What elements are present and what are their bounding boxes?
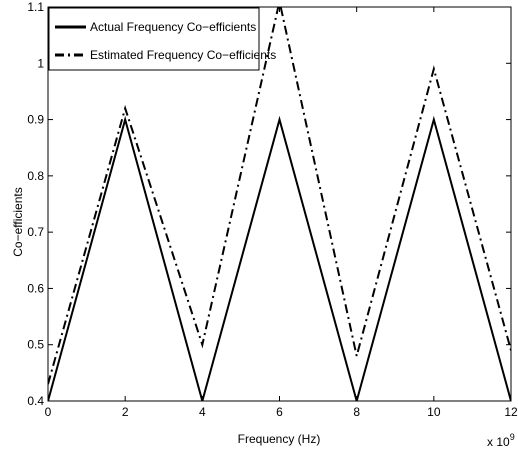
x-tick-label: 6 (276, 405, 283, 419)
legend: Actual Frequency Co−efficients Estimated … (48, 7, 276, 71)
x-axis-multiplier-base: x 10 (487, 435, 510, 449)
series-line-2 (48, 7, 511, 385)
x-tick-label: 2 (122, 405, 129, 419)
legend-label-2: Estimated Frequency Co−efficients (90, 48, 276, 62)
x-axis-multiplier: x 109 (487, 432, 515, 449)
y-tick-label: 0.4 (27, 394, 44, 408)
x-tick-label: 10 (427, 405, 441, 419)
legend-label-1: Actual Frequency Co−efficients (90, 20, 256, 34)
plot-layer: 0 2 4 6 8 10 12 0.4 0.5 0.6 0.7 0.8 0.9 1 1.1 Actual Fr… (27, 0, 518, 419)
y-tick-label: 0.7 (27, 225, 44, 239)
y-tick-label: 0.9 (27, 113, 44, 127)
x-tick-label: 4 (199, 405, 206, 419)
y-tick-label: 0.5 (27, 338, 44, 352)
y-axis-label: Co−efficients (11, 187, 25, 257)
x-axis-label: Frequency (Hz) (238, 432, 321, 446)
x-tick-label: 0 (45, 405, 52, 419)
x-tick-label: 8 (353, 405, 360, 419)
y-tick-label: 0.6 (27, 281, 44, 295)
series-line-1 (48, 115, 511, 401)
x-axis-multiplier-exponent: 9 (510, 432, 515, 442)
x-tick-label: 12 (504, 405, 518, 419)
y-tick-label: 0.8 (27, 169, 44, 183)
y-tick-label: 1.1 (27, 0, 44, 14)
y-tick-label: 1 (37, 56, 44, 70)
legend-box (48, 7, 260, 71)
